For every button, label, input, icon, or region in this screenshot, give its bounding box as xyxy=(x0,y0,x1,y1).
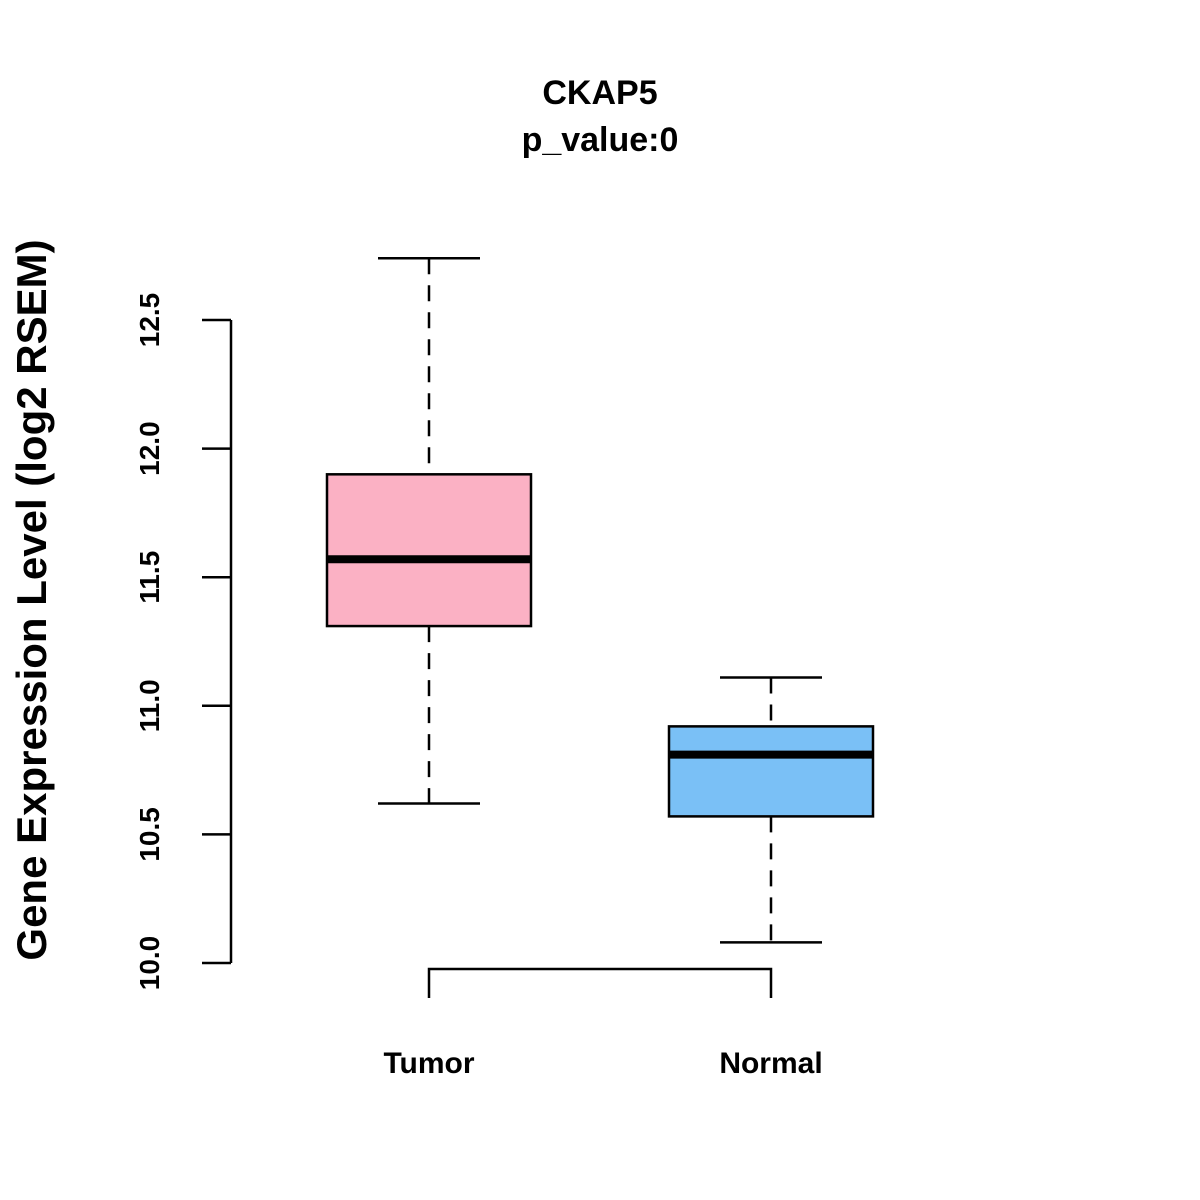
y-tick-label: 10.0 xyxy=(134,936,165,991)
iqr-box xyxy=(667,725,875,818)
y-tick-label: 12.0 xyxy=(134,421,165,476)
y-tick-label: 10.5 xyxy=(134,807,165,862)
box-series xyxy=(325,257,875,944)
comparison-bracket xyxy=(427,967,773,998)
box-normal xyxy=(667,676,875,944)
box-tumor xyxy=(325,257,533,805)
y-tick-label: 11.0 xyxy=(134,679,165,732)
x-category-label: Normal xyxy=(719,1047,822,1080)
x-category-label: Tumor xyxy=(383,1047,474,1080)
y-tick-label: 11.5 xyxy=(134,551,165,604)
y-tick-label: 12.5 xyxy=(134,293,165,348)
bracket-line xyxy=(427,967,773,998)
chart-subtitle: p_value:0 xyxy=(522,121,679,159)
y-axis: 10.0 10.5 11.0 11.5 12.0 12.5 xyxy=(134,293,233,991)
chart-title: CKAP5 xyxy=(542,74,657,112)
y-axis-label: Gene Expression Level (log2 RSEM) xyxy=(8,239,55,960)
iqr-box xyxy=(325,473,533,628)
x-axis-labels: Tumor Normal xyxy=(383,1047,822,1080)
